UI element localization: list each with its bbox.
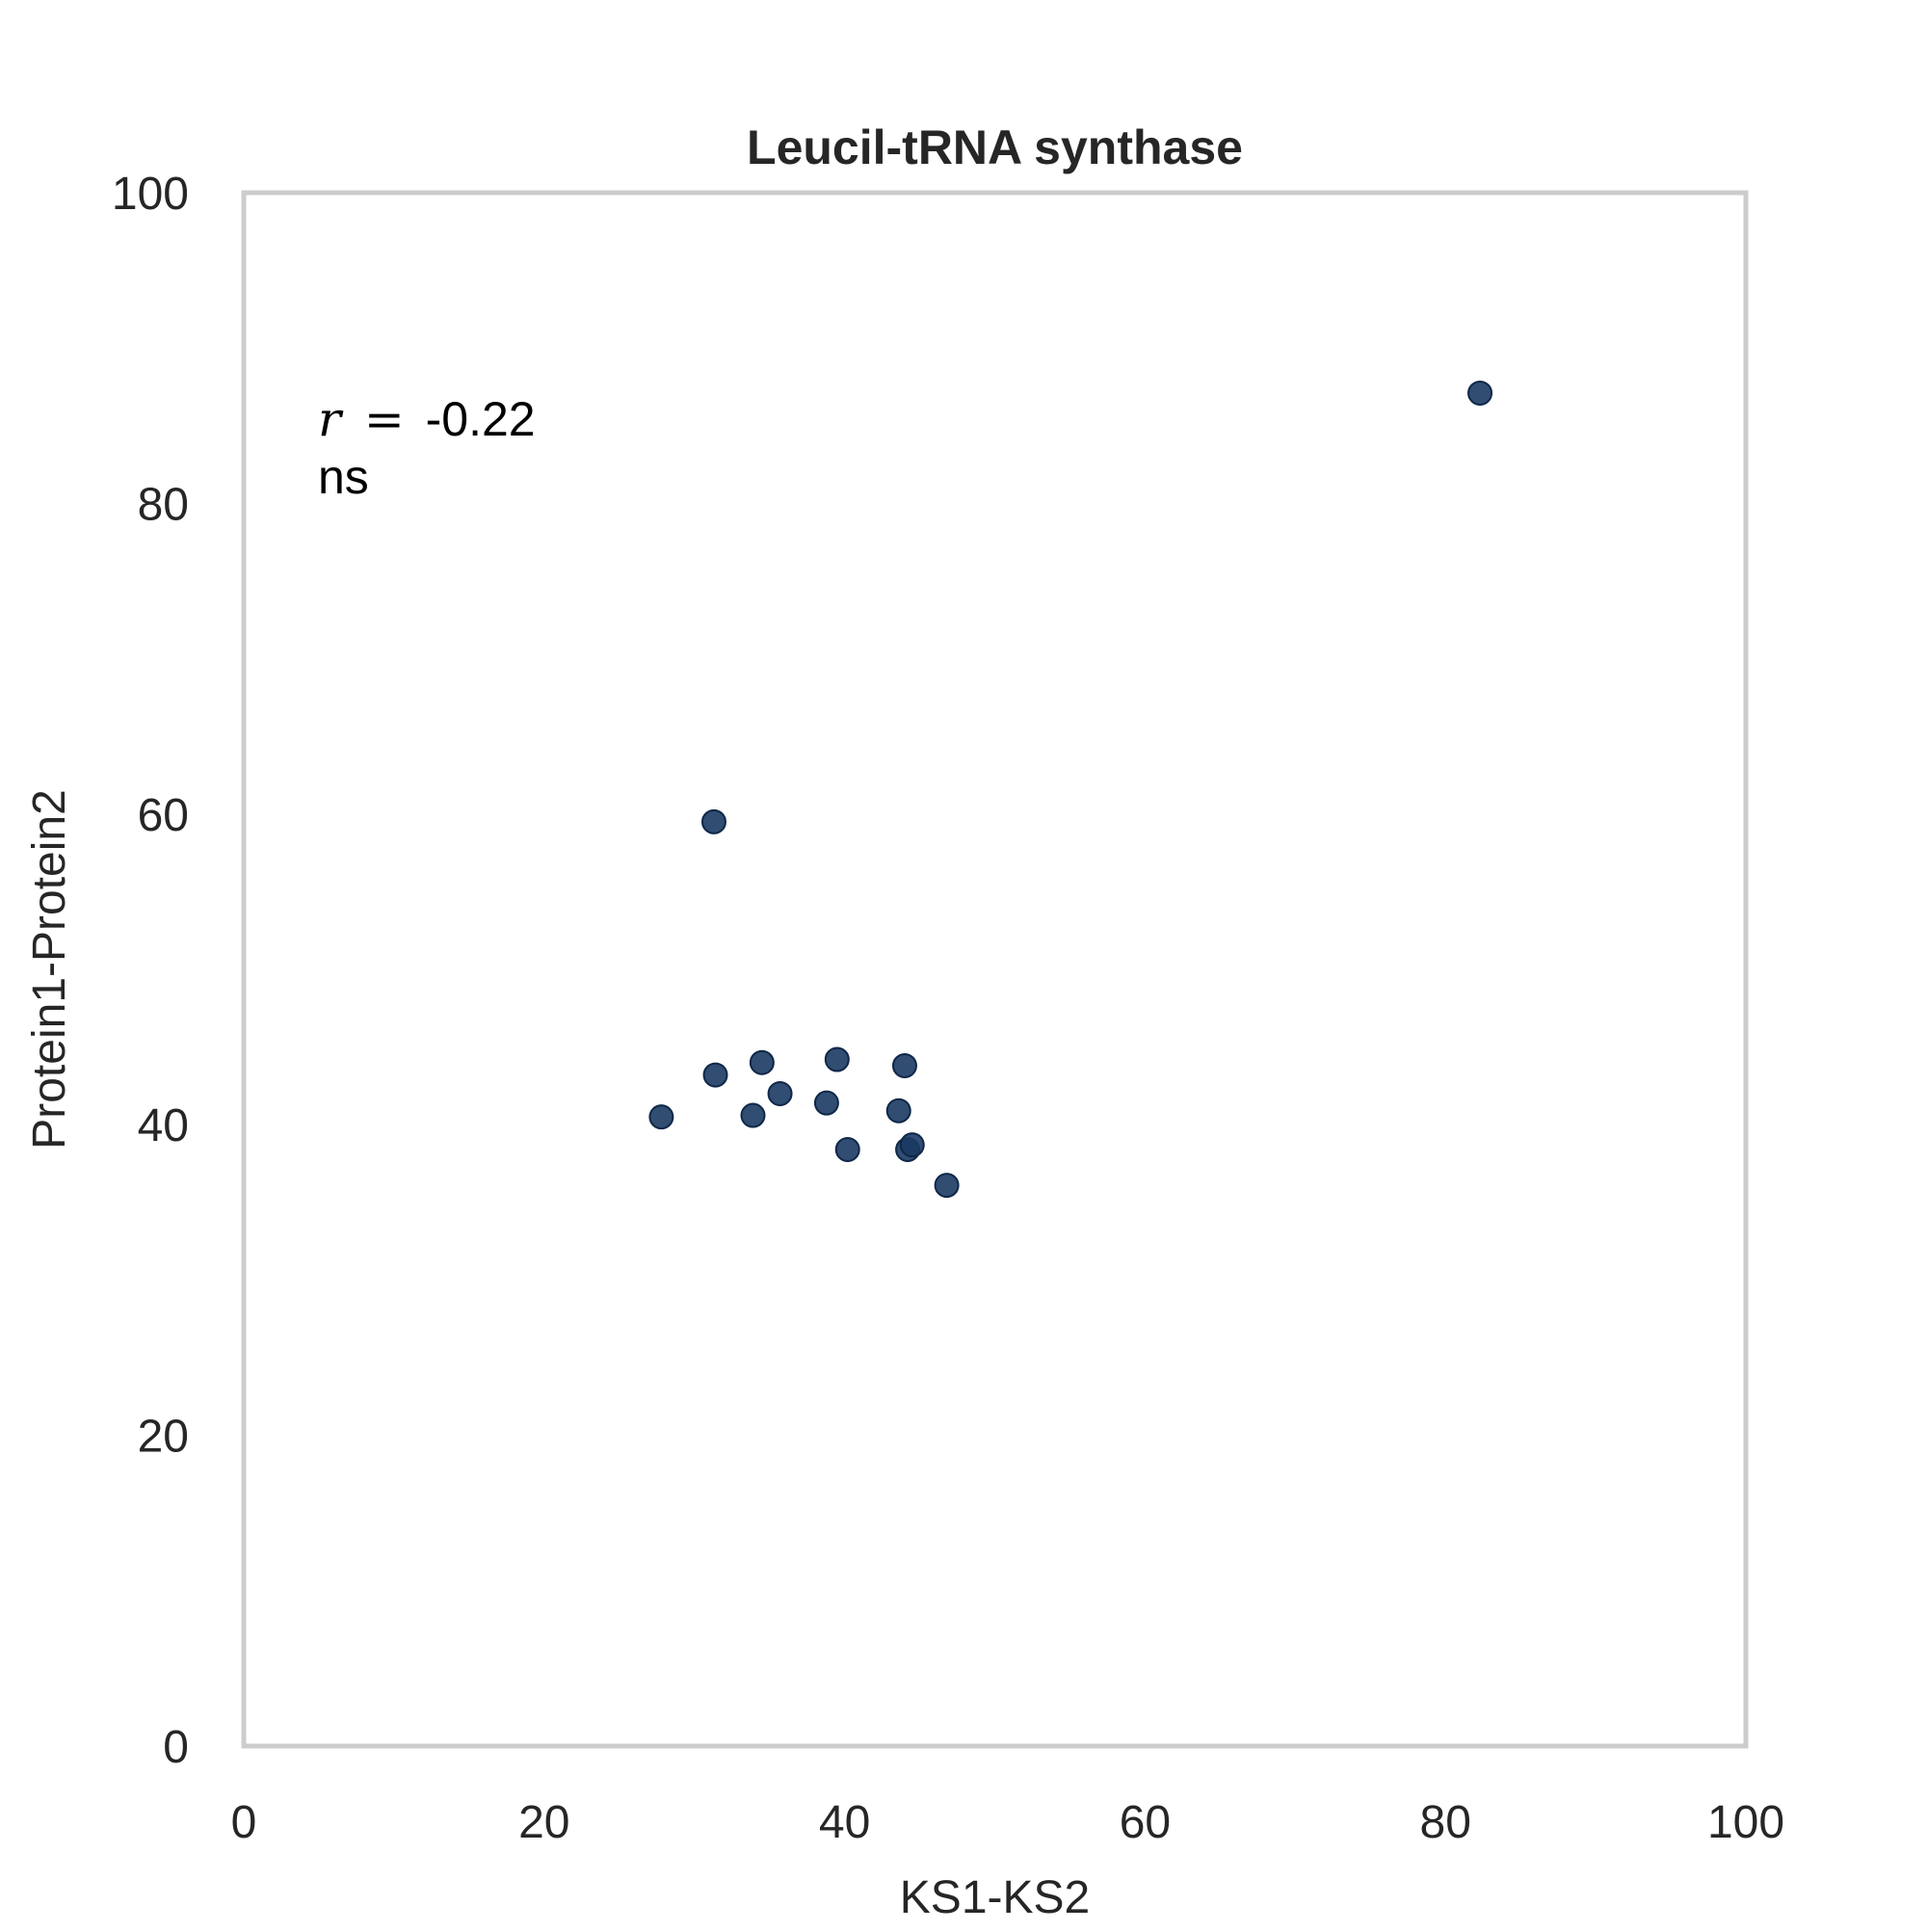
y-axis-label: Protein1-Protein2 [24, 789, 75, 1150]
y-tick-label: 80 [138, 479, 189, 530]
y-tick-label: 20 [138, 1412, 189, 1463]
data-points [648, 380, 1493, 1199]
y-tick-label: 0 [163, 1722, 189, 1773]
scatter-point [702, 1062, 728, 1088]
scatter-point [1467, 380, 1493, 406]
significance-label: ns [318, 450, 369, 504]
y-axis-ticks: 0 20 40 60 80 100 [112, 169, 189, 1773]
x-tick-label: 60 [1120, 1797, 1171, 1848]
scatter-point [700, 808, 726, 834]
plot-frame [241, 190, 1749, 1749]
scatter-point [648, 1104, 674, 1130]
x-axis-label: KS1-KS2 [900, 1872, 1090, 1923]
scatter-point [767, 1080, 793, 1106]
scatter-point [885, 1098, 911, 1124]
r-symbol: r [318, 391, 344, 447]
y-tick-label: 100 [112, 169, 189, 220]
x-axis-ticks: 0 20 40 60 80 100 [231, 1797, 1784, 1848]
scatter-point [749, 1049, 775, 1075]
scatter-point [934, 1173, 960, 1199]
scatter-point [824, 1046, 850, 1072]
y-tick-label: 40 [138, 1100, 189, 1151]
x-tick-label: 0 [231, 1797, 257, 1848]
chart-title: Leucil-tRNA synthase [747, 120, 1243, 174]
y-tick-label: 60 [138, 790, 189, 841]
scatter-point [740, 1102, 766, 1128]
x-tick-label: 40 [819, 1797, 870, 1848]
x-tick-label: 100 [1707, 1797, 1784, 1848]
x-tick-label: 20 [518, 1797, 569, 1848]
scatter-point [899, 1132, 925, 1158]
r-value: -0.22 [426, 392, 536, 446]
scatter-point [891, 1052, 917, 1078]
x-tick-label: 80 [1420, 1797, 1471, 1848]
scatter-point [813, 1090, 839, 1116]
correlation-annotation: r = -0.22 [318, 391, 536, 447]
scatter-point [834, 1136, 860, 1162]
equals-sign: = [364, 391, 405, 447]
